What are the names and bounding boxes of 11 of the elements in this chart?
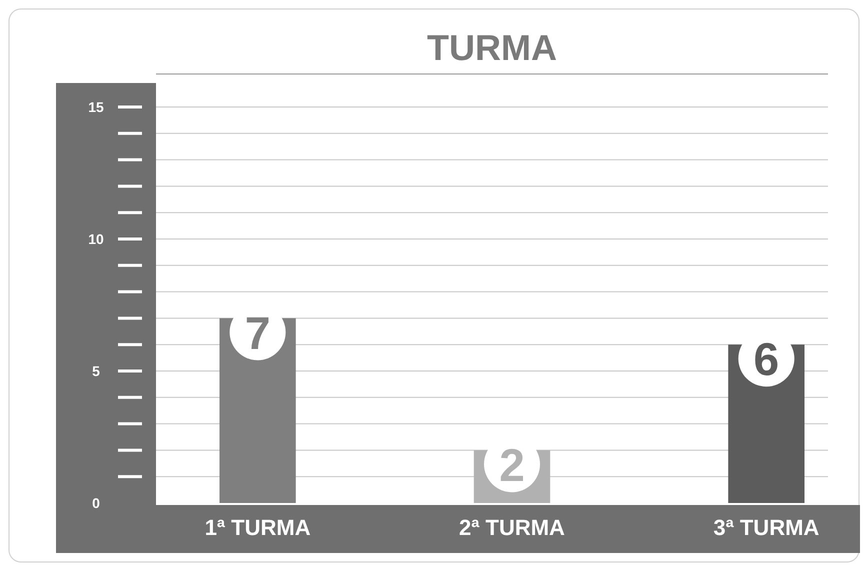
data-label: 2 <box>499 438 525 491</box>
data-label: 7 <box>244 306 270 359</box>
y-tick-label: 5 <box>92 362 100 379</box>
x-tick-label: 3ª TURMA <box>713 515 820 540</box>
chart-title: TURMA <box>427 27 557 68</box>
y-tick-label: 0 <box>92 494 100 511</box>
x-tick-label: 1ª TURMA <box>204 515 311 540</box>
y-tick-label: 15 <box>88 98 104 115</box>
y-tick-label: 10 <box>88 230 104 247</box>
data-label: 6 <box>754 333 780 386</box>
x-tick-label: 2ª TURMA <box>459 515 566 540</box>
